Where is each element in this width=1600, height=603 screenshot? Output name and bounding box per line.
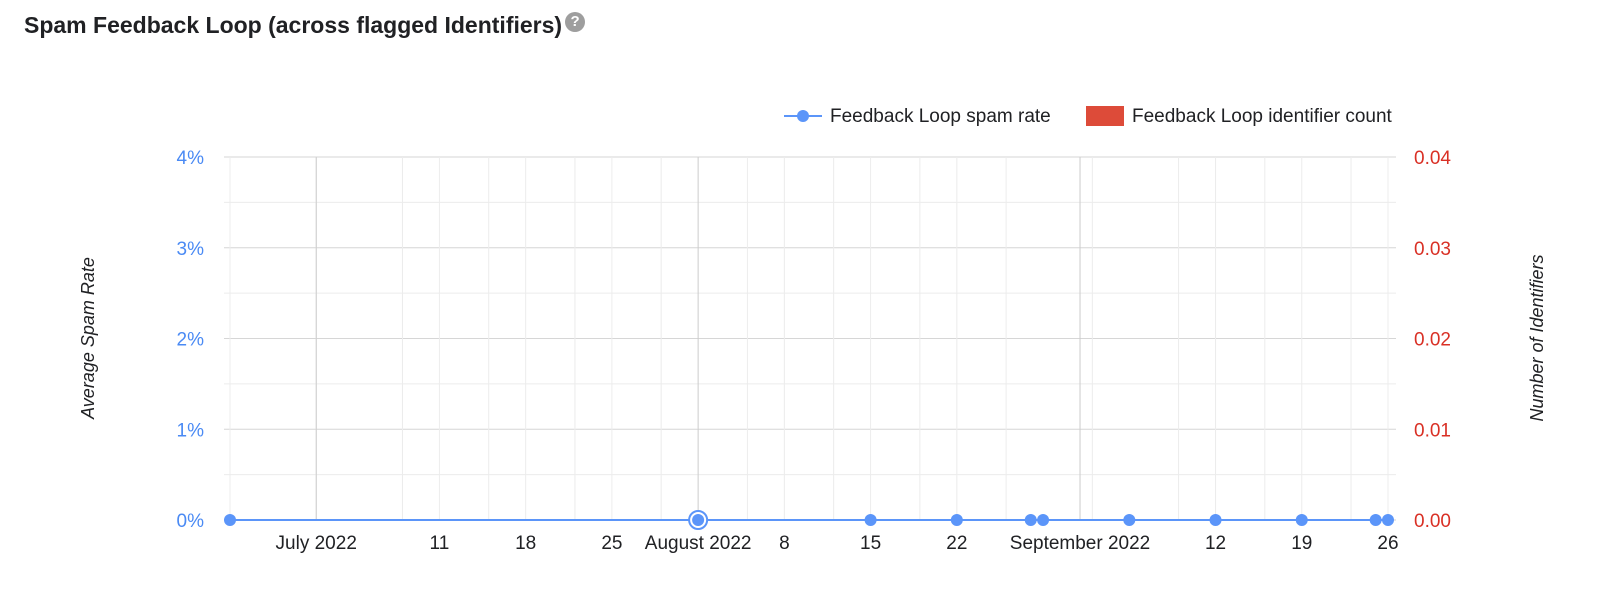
data-point[interactable] bbox=[1382, 514, 1394, 526]
data-point[interactable] bbox=[1037, 514, 1050, 526]
data-point[interactable] bbox=[1123, 514, 1136, 526]
legend-box-marker bbox=[1086, 106, 1124, 126]
left-tick-label: 3% bbox=[177, 239, 205, 260]
data-point[interactable] bbox=[864, 514, 877, 526]
data-point[interactable] bbox=[1024, 514, 1037, 526]
chart-header: Spam Feedback Loop (across flagged Ident… bbox=[24, 11, 586, 39]
left-tick-label: 2% bbox=[177, 330, 205, 351]
legend[interactable]: Feedback Loop spam rate Feedback Loop ide… bbox=[784, 106, 1393, 127]
data-point[interactable] bbox=[224, 514, 236, 526]
right-tick-label: 0.00 bbox=[1414, 511, 1451, 532]
left-axis: 0% 1% 2% 3% 4% bbox=[177, 148, 205, 532]
x-tick-label: 8 bbox=[779, 533, 790, 554]
data-point[interactable] bbox=[1209, 514, 1222, 526]
x-tick-label: September 2022 bbox=[1010, 533, 1151, 554]
legend-dot-marker bbox=[797, 110, 809, 122]
legend-label[interactable]: Feedback Loop identifier count bbox=[1132, 106, 1393, 127]
right-tick-label: 0.04 bbox=[1414, 148, 1451, 169]
help-icon[interactable]: ? bbox=[565, 11, 586, 32]
x-tick-label: 26 bbox=[1377, 533, 1398, 554]
x-tick-label: 11 bbox=[430, 533, 450, 554]
data-point[interactable] bbox=[1369, 514, 1382, 526]
series-layer bbox=[224, 510, 1394, 530]
left-tick-label: 1% bbox=[177, 420, 205, 441]
x-tick-label: August 2022 bbox=[645, 533, 752, 554]
chart-title: Spam Feedback Loop (across flagged Ident… bbox=[24, 12, 563, 38]
left-tick-label: 0% bbox=[177, 511, 205, 532]
right-axis: 0.00 0.01 0.02 0.03 0.04 bbox=[1414, 148, 1451, 532]
x-tick-label: 25 bbox=[601, 533, 622, 554]
chart-grid bbox=[224, 156, 1396, 521]
x-tick-label: 18 bbox=[515, 533, 536, 554]
data-point[interactable] bbox=[1295, 514, 1308, 526]
x-axis: July 2022 11 18 25 August 2022 8 15 22 September… bbox=[276, 533, 1399, 554]
right-tick-label: 0.03 bbox=[1414, 239, 1451, 260]
right-axis-title: Number of Identifiers bbox=[1527, 254, 1547, 421]
right-tick-label: 0.02 bbox=[1414, 330, 1451, 351]
x-tick-label: 19 bbox=[1291, 533, 1312, 554]
left-axis-title: Average Spam Rate bbox=[78, 257, 98, 420]
x-tick-label: 12 bbox=[1205, 533, 1226, 554]
x-tick-label: 22 bbox=[946, 533, 967, 554]
left-tick-label: 4% bbox=[177, 148, 205, 169]
x-tick-label: 15 bbox=[860, 533, 881, 554]
data-point[interactable] bbox=[692, 514, 705, 526]
x-tick-label: July 2022 bbox=[276, 533, 357, 554]
legend-label[interactable]: Feedback Loop spam rate bbox=[830, 106, 1051, 127]
right-tick-label: 0.01 bbox=[1414, 420, 1451, 441]
data-point[interactable] bbox=[950, 514, 963, 526]
